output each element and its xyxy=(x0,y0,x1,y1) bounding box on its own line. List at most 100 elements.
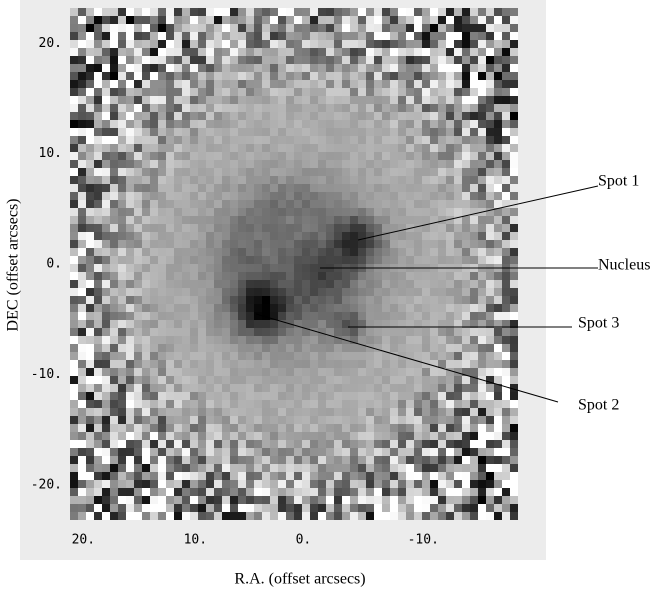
pixel xyxy=(110,456,118,464)
pixel xyxy=(430,152,438,160)
pixel xyxy=(198,128,206,136)
pixel xyxy=(254,408,262,416)
pixel xyxy=(366,472,374,480)
pixel xyxy=(174,104,182,112)
pixel xyxy=(366,184,374,192)
pixel xyxy=(422,112,430,120)
pixel xyxy=(510,408,518,416)
pixel xyxy=(398,432,406,440)
pixel xyxy=(318,240,326,248)
pixel xyxy=(390,368,398,376)
pixel xyxy=(222,424,230,432)
pixel xyxy=(166,40,174,48)
pixel xyxy=(118,328,126,336)
pixel xyxy=(454,496,462,504)
pixel xyxy=(158,184,166,192)
pixel xyxy=(278,224,286,232)
pixel xyxy=(438,496,446,504)
pixel xyxy=(422,288,430,296)
pixel xyxy=(134,176,142,184)
pixel xyxy=(302,152,310,160)
pixel xyxy=(150,504,158,512)
pixel xyxy=(78,408,86,416)
pixel xyxy=(446,248,454,256)
pixel xyxy=(366,416,374,424)
pixel xyxy=(358,56,366,64)
pixel xyxy=(246,200,254,208)
pixel xyxy=(174,336,182,344)
pixel xyxy=(142,216,150,224)
pixel xyxy=(158,32,166,40)
pixel xyxy=(350,472,358,480)
pixel xyxy=(70,384,78,392)
pixel xyxy=(238,8,246,16)
pixel xyxy=(366,120,374,128)
pixel xyxy=(166,464,174,472)
pixel xyxy=(190,480,198,488)
pixel xyxy=(254,40,262,48)
pixel xyxy=(286,8,294,16)
pixel xyxy=(462,80,470,88)
pixel xyxy=(486,104,494,112)
pixel xyxy=(334,32,342,40)
pixel xyxy=(294,112,302,120)
pixel xyxy=(318,96,326,104)
pixel xyxy=(366,280,374,288)
pixel xyxy=(486,136,494,144)
pixel xyxy=(238,384,246,392)
pixel xyxy=(366,152,374,160)
pixel xyxy=(142,272,150,280)
pixel xyxy=(486,392,494,400)
pixel xyxy=(374,496,382,504)
pixel xyxy=(422,440,430,448)
pixel xyxy=(318,24,326,32)
pixel xyxy=(374,360,382,368)
pixel xyxy=(382,456,390,464)
pixel xyxy=(494,288,502,296)
pixel xyxy=(302,208,310,216)
pixel xyxy=(254,88,262,96)
pixel xyxy=(334,384,342,392)
pixel xyxy=(358,312,366,320)
pixel xyxy=(438,48,446,56)
pixel xyxy=(118,384,126,392)
pixel xyxy=(398,424,406,432)
pixel xyxy=(214,80,222,88)
pixel xyxy=(270,48,278,56)
pixel xyxy=(102,344,110,352)
pixel xyxy=(358,184,366,192)
pixel xyxy=(350,112,358,120)
pixel xyxy=(78,424,86,432)
pixel xyxy=(158,416,166,424)
pixel xyxy=(206,160,214,168)
pixel xyxy=(478,400,486,408)
pixel xyxy=(278,264,286,272)
pixel xyxy=(326,80,334,88)
pixel xyxy=(390,416,398,424)
pixel xyxy=(374,488,382,496)
pixel xyxy=(486,448,494,456)
pixel xyxy=(126,248,134,256)
pixel xyxy=(406,40,414,48)
pixel xyxy=(78,32,86,40)
pixel xyxy=(142,72,150,80)
pixel xyxy=(422,200,430,208)
pixel xyxy=(78,80,86,88)
pixel xyxy=(454,280,462,288)
pixel xyxy=(470,232,478,240)
x-tick-label: 0. xyxy=(296,533,312,548)
pixel xyxy=(470,88,478,96)
pixel xyxy=(110,504,118,512)
pixel xyxy=(430,112,438,120)
pixel xyxy=(374,192,382,200)
pixel xyxy=(374,176,382,184)
pixel xyxy=(326,48,334,56)
pixel xyxy=(382,40,390,48)
pixel xyxy=(286,480,294,488)
pixel xyxy=(150,496,158,504)
pixel xyxy=(158,360,166,368)
pixel xyxy=(158,8,166,16)
pixel xyxy=(390,496,398,504)
pixel xyxy=(278,192,286,200)
pixel xyxy=(342,256,350,264)
